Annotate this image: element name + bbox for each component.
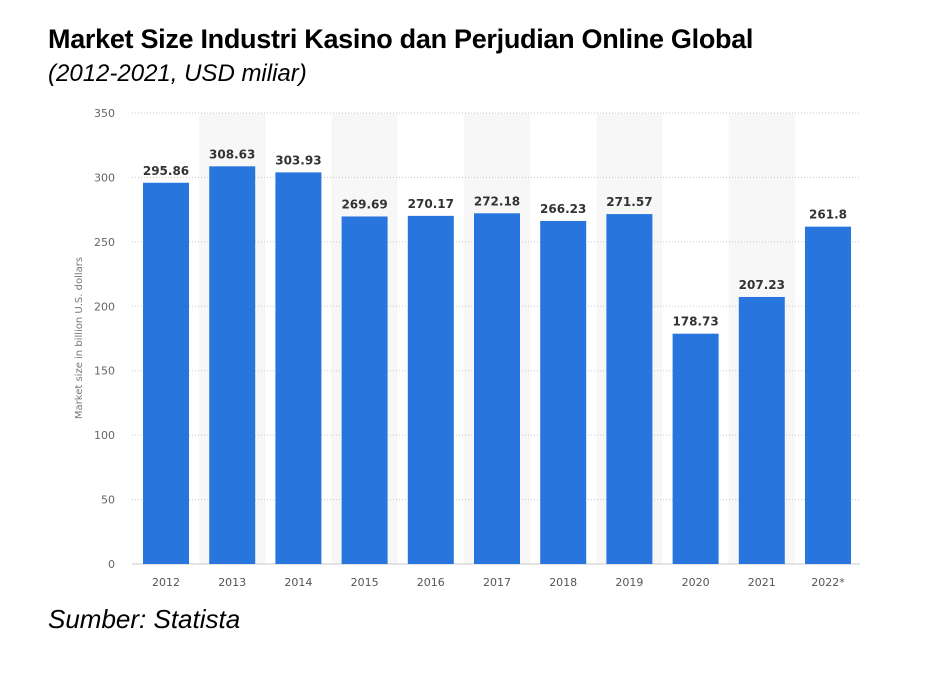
data-label: 295.86 xyxy=(143,164,189,178)
bar-2021 xyxy=(738,296,785,564)
y-tick-label: 200 xyxy=(94,300,115,313)
y-tick-label: 300 xyxy=(94,171,115,184)
y-tick-label: 100 xyxy=(94,429,115,442)
source-note: Sumber: Statista xyxy=(48,604,241,634)
chart-title: Market Size Industri Kasino dan Perjudia… xyxy=(48,24,754,54)
y-tick-label: 250 xyxy=(94,236,115,249)
bar-2012 xyxy=(143,182,189,565)
data-label: 178.73 xyxy=(672,315,718,329)
data-label: 261.8 xyxy=(809,208,847,222)
x-tick-label: 2014 xyxy=(284,576,312,589)
data-label: 308.63 xyxy=(209,147,255,161)
x-tick-label: 2021 xyxy=(748,576,776,589)
bar-2016 xyxy=(407,215,454,565)
x-tick-label: 2018 xyxy=(549,576,577,589)
y-axis-label: Market size in billion U.S. dollars xyxy=(74,257,85,419)
x-tick-label: 2015 xyxy=(351,576,379,589)
x-tick-label: 2019 xyxy=(615,576,643,589)
bar-2015 xyxy=(341,216,388,564)
bar-2020 xyxy=(672,333,719,564)
data-label: 303.93 xyxy=(275,153,321,167)
x-tick-label: 2020 xyxy=(682,576,710,589)
data-label: 269.69 xyxy=(341,197,387,211)
bar-2013 xyxy=(209,166,256,564)
y-tick-label: 150 xyxy=(94,365,115,378)
x-tick-label: 2016 xyxy=(417,576,445,589)
bar-2017 xyxy=(474,213,520,565)
bar-2019 xyxy=(606,214,653,564)
bar-2022* xyxy=(805,226,851,565)
x-tick-label: 2013 xyxy=(218,576,246,589)
bar-2018 xyxy=(540,220,587,564)
x-tick-label: 2022* xyxy=(811,576,845,589)
x-tick-label: 2012 xyxy=(152,576,180,589)
y-tick-label: 0 xyxy=(108,558,115,571)
data-label: 207.23 xyxy=(739,278,785,292)
y-tick-label: 350 xyxy=(94,107,115,120)
y-tick-label: 50 xyxy=(101,494,115,507)
data-label: 272.18 xyxy=(474,194,520,208)
x-tick-label: 2017 xyxy=(483,576,511,589)
data-label: 266.23 xyxy=(540,202,586,216)
data-label: 270.17 xyxy=(408,197,454,211)
data-label: 271.57 xyxy=(606,195,652,209)
chart-subtitle: (2012-2021, USD miliar) xyxy=(48,60,307,87)
bar-2014 xyxy=(275,172,322,564)
